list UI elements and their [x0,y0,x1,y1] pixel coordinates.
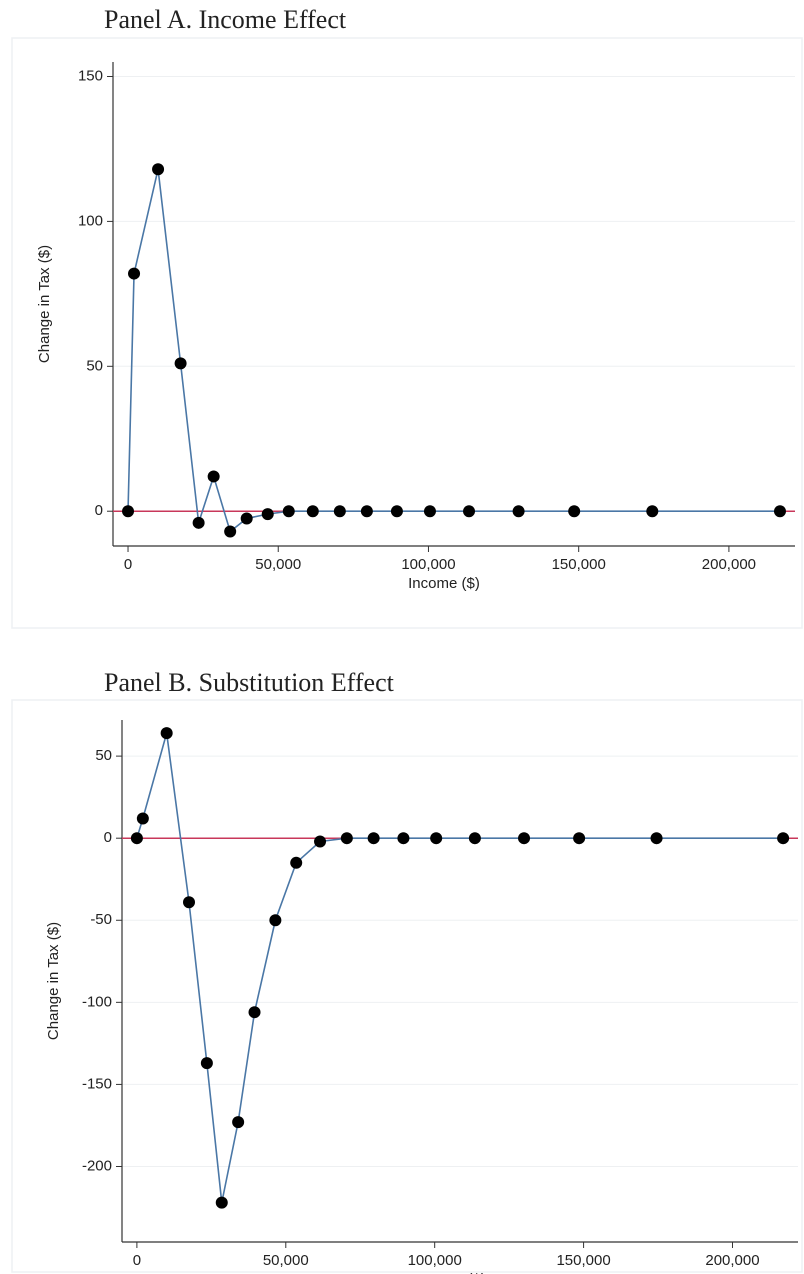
x-tick-label: 50,000 [255,556,301,573]
data-point [518,832,531,845]
data-point [207,470,220,483]
x-axis-label: Income ($) [414,1271,486,1274]
data-point [261,508,274,521]
y-tick-label: 50 [95,747,112,764]
series-line [127,169,780,533]
data-point [340,832,353,845]
data-point [573,832,586,845]
data-point [430,832,443,845]
data-point [136,812,149,825]
data-point [367,832,380,845]
data-point [512,505,525,518]
x-axis-label: Income ($) [408,575,480,592]
x-tick-label: 200,000 [705,1252,759,1269]
x-tick-label: 0 [124,556,132,573]
y-tick-label: 0 [104,829,112,846]
data-point [128,267,141,280]
data-point [777,832,790,845]
data-point [360,505,373,518]
data-point [650,832,663,845]
data-point [200,1057,213,1070]
data-point [282,505,295,518]
data-point [306,505,319,518]
data-point [423,505,436,518]
data-point [646,505,659,518]
x-tick-label: 150,000 [556,1252,610,1269]
y-tick-label: 100 [78,212,103,229]
x-tick-label: 150,000 [552,556,606,573]
panel-frame [11,699,803,1273]
panel-title: Panel A. Income Effect [104,5,347,34]
data-point [192,516,205,529]
data-point [397,832,410,845]
x-tick-label: 100,000 [408,1252,462,1269]
y-tick-label: 150 [78,67,103,84]
y-tick-label: 0 [95,502,103,519]
data-point [183,896,196,909]
data-point [468,832,481,845]
data-point [240,512,253,525]
data-point [130,832,143,845]
data-point [215,1196,228,1209]
data-point [152,163,165,176]
data-point [290,856,303,869]
series-line [136,732,784,1203]
y-tick-label: -200 [82,1157,112,1174]
y-axis-label: Change in Tax ($) [36,245,53,363]
y-axis-label: Change in Tax ($) [45,922,62,1040]
y-tick-label: 50 [86,357,103,374]
y-tick-label: -100 [82,993,112,1010]
data-point [122,505,135,518]
x-tick-label: 0 [133,1252,141,1269]
x-tick-label: 50,000 [263,1252,309,1269]
data-point [160,727,173,740]
data-point [269,914,282,927]
data-point [568,505,581,518]
data-point [174,357,187,370]
data-point [390,505,403,518]
data-point [248,1006,261,1019]
data-point [463,505,476,518]
data-point [232,1116,245,1129]
panel-title: Panel B. Substitution Effect [104,668,395,697]
data-point [224,525,237,538]
y-tick-label: -150 [82,1075,112,1092]
data-point [773,505,786,518]
x-tick-label: 200,000 [702,556,756,573]
data-point [333,505,346,518]
y-tick-label: -50 [90,911,112,928]
data-point [314,835,327,848]
x-tick-label: 100,000 [401,556,455,573]
panel-frame [11,37,803,629]
